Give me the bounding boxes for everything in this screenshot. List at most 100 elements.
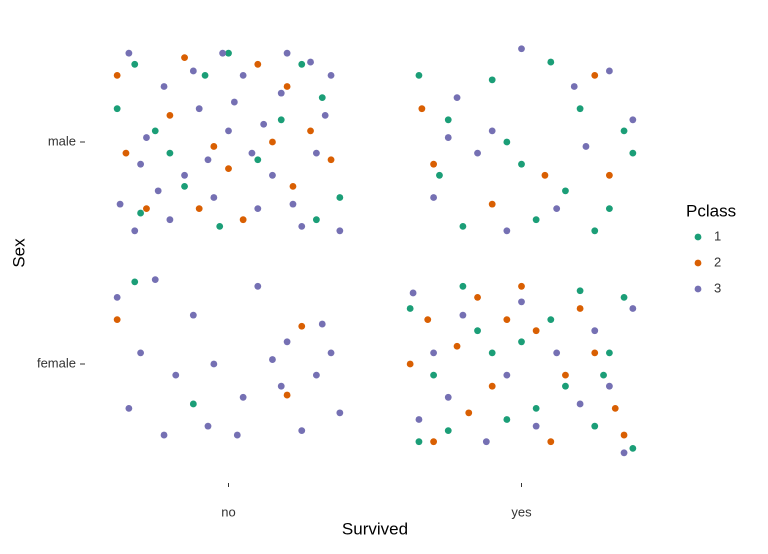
point <box>269 356 276 363</box>
point <box>113 72 121 79</box>
point <box>166 216 174 224</box>
point <box>430 194 437 201</box>
point <box>131 278 139 286</box>
point <box>137 349 145 357</box>
point <box>518 338 525 346</box>
point <box>131 60 139 68</box>
point <box>532 405 540 412</box>
point <box>518 282 525 290</box>
point <box>503 227 511 235</box>
point <box>576 305 584 312</box>
point <box>606 382 613 390</box>
point <box>298 60 306 68</box>
point <box>459 311 467 319</box>
point <box>606 205 613 213</box>
point <box>444 134 452 141</box>
point <box>230 98 238 106</box>
point <box>307 58 314 66</box>
legend-swatch <box>694 233 702 241</box>
point <box>289 183 297 190</box>
point <box>195 105 203 113</box>
point <box>210 194 218 201</box>
point <box>532 327 540 335</box>
point <box>216 222 224 230</box>
point <box>254 156 262 164</box>
point <box>327 72 335 79</box>
point <box>283 338 291 346</box>
point <box>233 431 241 439</box>
point <box>260 120 268 128</box>
point <box>143 134 150 141</box>
point <box>269 171 276 179</box>
y-axis-title: Sex <box>9 238 28 268</box>
point <box>336 194 344 201</box>
point <box>239 216 247 224</box>
point <box>116 200 124 208</box>
point <box>166 149 174 157</box>
point <box>336 227 344 235</box>
point <box>283 83 291 90</box>
legend-swatch <box>694 285 702 293</box>
point <box>137 160 145 168</box>
point <box>424 316 432 323</box>
point <box>189 67 197 75</box>
point <box>430 371 437 379</box>
point <box>225 49 232 57</box>
point <box>482 438 490 446</box>
legend-label: 3 <box>714 280 721 295</box>
point <box>444 427 452 434</box>
point <box>600 371 607 379</box>
point <box>409 289 417 297</box>
point <box>606 349 613 357</box>
point <box>474 294 481 301</box>
point <box>125 405 133 412</box>
point <box>336 409 344 417</box>
point <box>327 349 335 357</box>
point <box>620 294 628 301</box>
point <box>181 183 188 190</box>
point <box>406 360 414 368</box>
point <box>553 205 561 213</box>
point <box>131 227 139 235</box>
point <box>143 205 150 213</box>
point <box>532 216 540 224</box>
point <box>418 105 426 113</box>
point <box>189 400 197 408</box>
point <box>488 200 496 208</box>
point <box>518 160 525 168</box>
point <box>576 400 584 408</box>
point <box>181 54 188 62</box>
point <box>629 305 637 312</box>
point <box>327 156 335 164</box>
point <box>225 127 232 135</box>
point <box>210 360 218 368</box>
legend-label: 2 <box>714 254 721 269</box>
point <box>137 209 145 217</box>
point <box>436 171 443 179</box>
legend-swatch <box>694 259 702 267</box>
point <box>518 45 525 53</box>
point <box>547 316 555 323</box>
point <box>503 371 511 379</box>
point <box>277 89 285 97</box>
point <box>453 342 461 350</box>
point <box>488 76 496 84</box>
point <box>532 422 540 430</box>
point <box>430 438 437 446</box>
point <box>620 431 628 439</box>
point <box>151 276 159 284</box>
point <box>277 116 285 124</box>
point <box>210 143 218 150</box>
point <box>488 349 496 357</box>
point <box>415 416 423 423</box>
point <box>225 165 232 173</box>
point <box>488 382 496 390</box>
point <box>547 58 555 66</box>
point <box>166 111 174 119</box>
point <box>620 127 628 135</box>
point <box>113 316 121 323</box>
point <box>547 438 555 446</box>
point <box>313 371 320 379</box>
